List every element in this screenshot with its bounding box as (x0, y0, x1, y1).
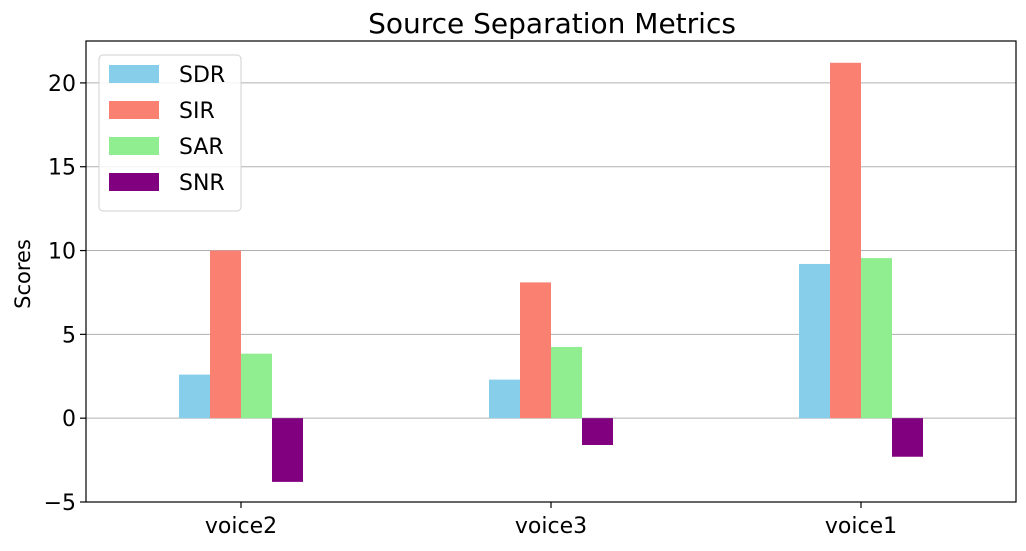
legend-label-sar: SAR (179, 135, 224, 160)
bar-sir-voice3 (520, 282, 551, 419)
y-axis: −5 0 5 10 15 20 (44, 72, 86, 516)
y-axis-label: Scores (11, 239, 35, 309)
bar-sdr-voice2 (179, 374, 210, 419)
y-tick-label: 0 (62, 407, 76, 432)
bar-sar-voice2 (241, 353, 272, 419)
x-tick-label: voice1 (825, 514, 897, 539)
bar-sir-voice2 (210, 250, 241, 419)
bar-snr-voice3 (582, 418, 613, 446)
y-tick-label: 10 (48, 240, 76, 265)
bars (179, 62, 923, 482)
legend-swatch-sir (109, 101, 159, 119)
chart-title: Source Separation Metrics (368, 7, 736, 40)
bar-sdr-voice3 (489, 379, 520, 419)
legend: SDR SIR SAR SNR (98, 54, 242, 212)
bar-sar-voice1 (861, 258, 892, 419)
legend-label-sir: SIR (179, 99, 215, 124)
y-tick-label: 20 (48, 72, 76, 97)
bar-sdr-voice1 (799, 263, 830, 419)
legend-swatch-snr (109, 173, 159, 191)
legend-swatch-sar (109, 137, 159, 155)
y-tick-label: −5 (44, 491, 76, 516)
x-axis: voice2 voice3 voice1 (205, 502, 897, 539)
legend-swatch-sdr (109, 65, 159, 83)
x-tick-label: voice2 (205, 514, 277, 539)
legend-box (98, 54, 242, 212)
legend-label-snr: SNR (179, 171, 225, 196)
y-tick-label: 5 (62, 323, 76, 348)
bar-snr-voice2 (272, 418, 303, 482)
bar-snr-voice1 (892, 418, 923, 457)
legend-label-sdr: SDR (179, 63, 225, 88)
x-tick-label: voice3 (515, 514, 587, 539)
bar-sar-voice3 (551, 346, 582, 419)
y-tick-label: 15 (48, 156, 76, 181)
bar-sir-voice1 (830, 62, 861, 419)
